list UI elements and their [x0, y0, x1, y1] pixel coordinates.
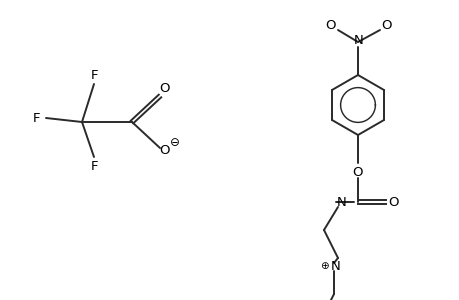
Text: ⊖: ⊖ [170, 136, 179, 148]
Text: O: O [159, 143, 170, 157]
Text: N: N [330, 260, 340, 272]
Text: F: F [91, 68, 99, 82]
Text: O: O [388, 196, 398, 208]
Text: O: O [159, 82, 170, 94]
Text: ⊕: ⊕ [319, 261, 328, 271]
Text: O: O [325, 19, 336, 32]
Text: O: O [352, 166, 363, 178]
Text: O: O [381, 19, 392, 32]
Text: F: F [33, 112, 41, 124]
Text: N: N [353, 34, 363, 46]
Text: F: F [91, 160, 99, 172]
Text: N: N [336, 196, 346, 208]
